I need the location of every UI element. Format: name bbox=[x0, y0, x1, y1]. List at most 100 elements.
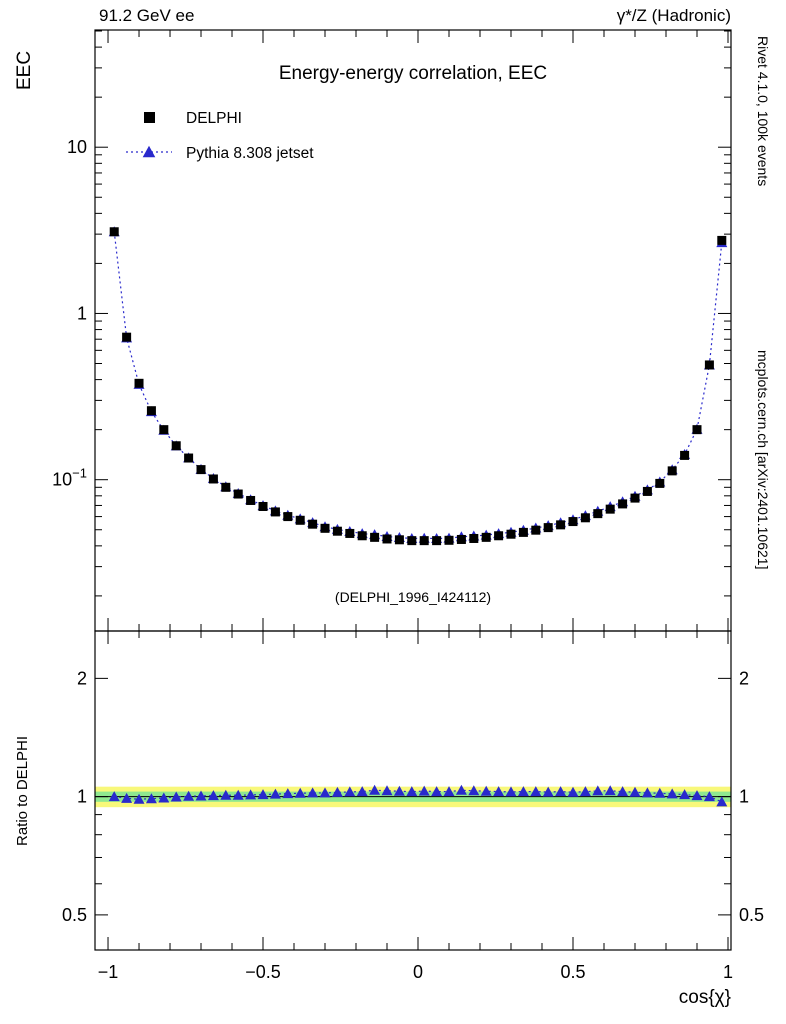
ratio-point bbox=[294, 787, 306, 798]
legend-label-delphi: DELPHI bbox=[186, 110, 242, 127]
axis-tick-labels: −1 −0.5 0 0.5 1 10 1 10−1 2 2 1 1 0.5 0.5 bbox=[52, 137, 764, 982]
delphi-point bbox=[146, 406, 156, 416]
ratio-point bbox=[121, 792, 133, 803]
ratio-point bbox=[555, 786, 567, 797]
delphi-point bbox=[655, 478, 665, 488]
delphi-point bbox=[345, 528, 355, 538]
ratio-point bbox=[604, 785, 616, 796]
ratio-point bbox=[468, 785, 480, 796]
ratio-point bbox=[406, 786, 418, 797]
legend-label-pythia: Pythia 8.308 jetset bbox=[186, 145, 314, 162]
delphi-point bbox=[221, 482, 231, 492]
delphi-point bbox=[568, 517, 578, 527]
delphi-point bbox=[357, 531, 367, 541]
delphi-point bbox=[122, 332, 132, 342]
delphi-square-marker-icon bbox=[144, 112, 155, 123]
delphi-point bbox=[394, 535, 404, 545]
delphi-point bbox=[642, 486, 652, 496]
ratio-point bbox=[629, 786, 641, 797]
ratio-point bbox=[418, 785, 430, 796]
ratio-tick-label-left: 2 bbox=[77, 668, 87, 688]
ratio-y-axis-label: Ratio to DELPHI bbox=[14, 736, 31, 846]
x-tick-label: 0 bbox=[413, 962, 423, 982]
pythia-line bbox=[113, 231, 723, 540]
y-tick-label: 1 bbox=[77, 303, 87, 323]
delphi-point bbox=[171, 441, 181, 451]
exponent: −1 bbox=[72, 466, 87, 481]
ratio-point bbox=[183, 790, 195, 801]
ratio-point bbox=[455, 784, 467, 795]
ratio-point bbox=[331, 786, 343, 797]
pythia-triangle-marker-icon bbox=[142, 145, 156, 158]
ratio-point bbox=[170, 791, 182, 802]
ratio-point bbox=[220, 789, 232, 800]
ratio-point bbox=[356, 786, 368, 797]
ratio-tick-label-left: 0.5 bbox=[62, 905, 87, 925]
delphi-point bbox=[159, 425, 169, 435]
ratio-point bbox=[232, 789, 244, 800]
delphi-point bbox=[320, 523, 330, 533]
ratio-point bbox=[542, 786, 554, 797]
delphi-point bbox=[407, 536, 417, 546]
delphi-point bbox=[717, 235, 727, 245]
header-beam-label: 91.2 GeV ee bbox=[99, 6, 194, 25]
main-y-axis-label: EEC bbox=[14, 51, 35, 90]
axis-ticks bbox=[95, 30, 731, 950]
ratio-point bbox=[679, 789, 691, 800]
delphi-point bbox=[481, 532, 491, 542]
delphi-point bbox=[134, 378, 144, 388]
ratio-point bbox=[257, 789, 269, 800]
ratio-point bbox=[691, 790, 703, 801]
delphi-point bbox=[667, 466, 677, 476]
delphi-point bbox=[456, 534, 466, 544]
ratio-point bbox=[369, 784, 381, 795]
ratio-point bbox=[195, 790, 207, 801]
delphi-point bbox=[518, 527, 528, 537]
delphi-point bbox=[630, 493, 640, 503]
ratio-point bbox=[145, 793, 157, 804]
delphi-point bbox=[332, 526, 342, 536]
delphi-point bbox=[531, 525, 541, 535]
ratio-point bbox=[344, 786, 356, 797]
ratio-point bbox=[319, 787, 331, 798]
ratio-point bbox=[245, 789, 257, 800]
delphi-point bbox=[233, 489, 243, 499]
ratio-point bbox=[505, 786, 517, 797]
ratio-series bbox=[108, 784, 728, 807]
delphi-point bbox=[109, 227, 119, 237]
ratio-tick-label-right: 0.5 bbox=[739, 905, 764, 925]
ratio-point bbox=[393, 785, 405, 796]
delphi-point bbox=[580, 513, 590, 523]
delphi-point bbox=[692, 425, 702, 435]
delphi-point bbox=[494, 531, 504, 541]
delphi-point bbox=[382, 534, 392, 544]
delphi-point bbox=[258, 501, 268, 511]
delphi-point bbox=[184, 453, 194, 463]
ratio-tick-label-right: 1 bbox=[739, 787, 749, 807]
ratio-point bbox=[269, 788, 281, 799]
ratio-point bbox=[703, 791, 715, 802]
delphi-point bbox=[270, 507, 280, 517]
ratio-point bbox=[716, 796, 728, 807]
x-axis-label: cos{χ} bbox=[679, 987, 731, 1008]
ratio-plot-frame bbox=[94, 630, 732, 951]
ratio-point bbox=[133, 793, 145, 804]
delphi-point bbox=[680, 450, 690, 460]
y-tick-label: 10−1 bbox=[52, 466, 87, 490]
delphi-point bbox=[295, 515, 305, 525]
plot-title: Energy-energy correlation, EEC bbox=[279, 63, 547, 84]
x-tick-label: −1 bbox=[98, 962, 119, 982]
ratio-point bbox=[282, 788, 294, 799]
delphi-point bbox=[370, 532, 380, 542]
x-tick-label: 1 bbox=[723, 962, 733, 982]
delphi-point bbox=[556, 520, 566, 530]
ratio-point bbox=[592, 785, 604, 796]
delphi-point bbox=[432, 536, 442, 546]
ratio-point bbox=[443, 786, 455, 797]
delphi-point bbox=[444, 535, 454, 545]
delphi-point bbox=[593, 509, 603, 519]
ratio-point bbox=[517, 786, 529, 797]
ratio-point bbox=[530, 786, 542, 797]
ratio-point bbox=[381, 785, 393, 796]
